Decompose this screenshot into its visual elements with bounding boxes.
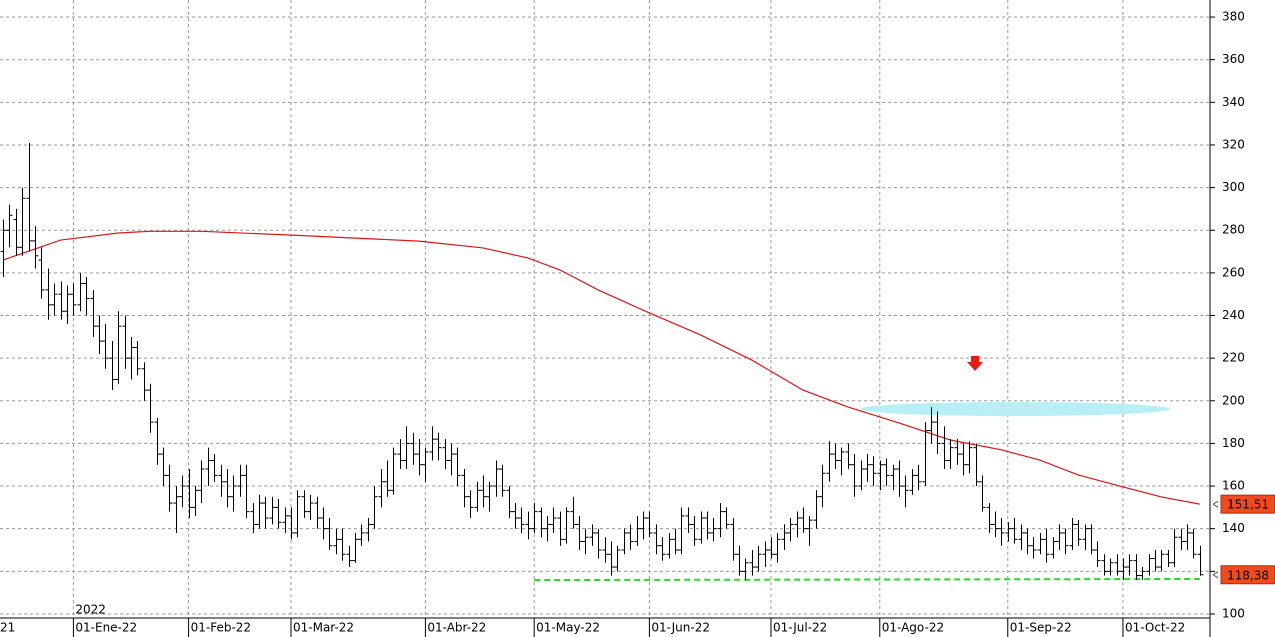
x-edge-label: 21 — [0, 621, 15, 635]
y-tick-label: 140 — [1222, 521, 1245, 535]
ma-price-pointer — [1212, 500, 1219, 508]
y-tick-label: 320 — [1222, 137, 1245, 151]
y-tick-label: 160 — [1222, 479, 1245, 493]
y-tick-label: 240 — [1222, 308, 1245, 322]
x-tick-label: 01-Ene-22 — [75, 621, 137, 635]
close-price-label: 118,38 — [1227, 568, 1269, 582]
y-tick-label: 260 — [1222, 265, 1245, 279]
down-arrow — [967, 356, 983, 371]
y-tick-label: 280 — [1222, 223, 1245, 237]
y-tick-label: 220 — [1222, 351, 1245, 365]
ma-price-label: 151,51 — [1227, 498, 1269, 512]
x-tick-label: 01-Jun-22 — [651, 621, 710, 635]
x-tick-label: 01-Mar-22 — [293, 621, 354, 635]
x-tick-label: 01-Oct-22 — [1125, 621, 1185, 635]
x-tick-label: 01-Ago-22 — [882, 621, 944, 635]
y-tick-label: 100 — [1222, 606, 1245, 620]
marks — [0, 142, 1204, 582]
x-tick-label: 01-Feb-22 — [191, 621, 251, 635]
grid — [0, 0, 1210, 618]
moving-average — [2, 230, 1200, 505]
y-tick-label: 200 — [1222, 393, 1245, 407]
support-line — [534, 577, 1200, 582]
x-tick-label: 01-Abr-22 — [427, 621, 486, 635]
close-price-box — [1220, 565, 1275, 585]
x-tick-label: 01-Jul-22 — [773, 621, 827, 635]
ma-price-box — [1220, 494, 1275, 514]
axes: 1001201401601802002202402602803003203403… — [0, 10, 1275, 637]
y-tick-label: 180 — [1222, 436, 1245, 450]
highlight-zone — [860, 402, 1170, 416]
x-tick-label: 01-Sep-22 — [1010, 621, 1072, 635]
year-label: 2022 — [75, 603, 106, 617]
y-tick-label: 340 — [1222, 95, 1245, 109]
close-price-pointer — [1212, 571, 1219, 579]
y-tick-label: 380 — [1222, 10, 1245, 24]
y-tick-label: 300 — [1222, 180, 1245, 194]
x-tick-label: 01-May-22 — [536, 621, 600, 635]
y-tick-label: 360 — [1222, 52, 1245, 66]
